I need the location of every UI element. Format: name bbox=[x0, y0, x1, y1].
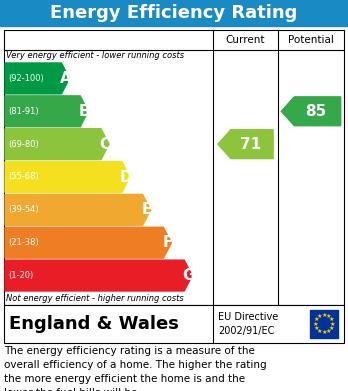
Text: E: E bbox=[141, 203, 152, 217]
Text: A: A bbox=[60, 71, 71, 86]
Text: (1-20): (1-20) bbox=[8, 271, 33, 280]
Text: (92-100): (92-100) bbox=[8, 74, 44, 83]
Text: Not energy efficient - higher running costs: Not energy efficient - higher running co… bbox=[6, 294, 184, 303]
Text: ★: ★ bbox=[321, 330, 327, 335]
Text: ★: ★ bbox=[314, 326, 319, 331]
Text: F: F bbox=[162, 235, 173, 250]
Text: (55-68): (55-68) bbox=[8, 172, 39, 181]
Text: C: C bbox=[100, 136, 111, 152]
Text: England & Wales: England & Wales bbox=[9, 315, 179, 333]
Text: Potential: Potential bbox=[288, 35, 334, 45]
Text: ★: ★ bbox=[313, 321, 318, 326]
Bar bbox=[310, 310, 338, 338]
Bar bbox=[0, 0, 348, 26]
Text: The energy efficiency rating is a measure of the
overall efficiency of a home. T: The energy efficiency rating is a measur… bbox=[4, 346, 267, 391]
Polygon shape bbox=[281, 97, 341, 126]
Text: (69-80): (69-80) bbox=[8, 140, 39, 149]
Text: G: G bbox=[182, 268, 195, 283]
Text: 85: 85 bbox=[305, 104, 326, 119]
Text: ★: ★ bbox=[329, 317, 334, 322]
Text: ★: ★ bbox=[325, 314, 331, 319]
Text: B: B bbox=[78, 104, 90, 119]
Bar bbox=[4, 30, 344, 305]
Polygon shape bbox=[5, 129, 109, 160]
Text: ★: ★ bbox=[330, 321, 335, 326]
Text: Energy Efficiency Rating: Energy Efficiency Rating bbox=[50, 4, 298, 22]
Text: EU Directive
2002/91/EC: EU Directive 2002/91/EC bbox=[218, 312, 278, 335]
Text: ★: ★ bbox=[314, 317, 319, 322]
Text: ★: ★ bbox=[329, 326, 334, 331]
Text: (39-54): (39-54) bbox=[8, 205, 39, 214]
Text: ★: ★ bbox=[325, 329, 331, 334]
Text: ★: ★ bbox=[317, 314, 323, 319]
Text: Current: Current bbox=[226, 35, 265, 45]
Text: ★: ★ bbox=[317, 329, 323, 334]
Bar bbox=[4, 305, 344, 343]
Polygon shape bbox=[218, 130, 273, 159]
Polygon shape bbox=[5, 194, 151, 225]
Polygon shape bbox=[5, 260, 192, 291]
Polygon shape bbox=[5, 96, 88, 127]
Text: D: D bbox=[119, 170, 132, 185]
Polygon shape bbox=[5, 161, 130, 192]
Polygon shape bbox=[5, 227, 172, 258]
Polygon shape bbox=[5, 63, 70, 94]
Text: ★: ★ bbox=[321, 313, 327, 318]
Text: (21-38): (21-38) bbox=[8, 238, 39, 247]
Text: 71: 71 bbox=[240, 136, 262, 152]
Text: Very energy efficient - lower running costs: Very energy efficient - lower running co… bbox=[6, 51, 184, 60]
Text: (81-91): (81-91) bbox=[8, 107, 39, 116]
